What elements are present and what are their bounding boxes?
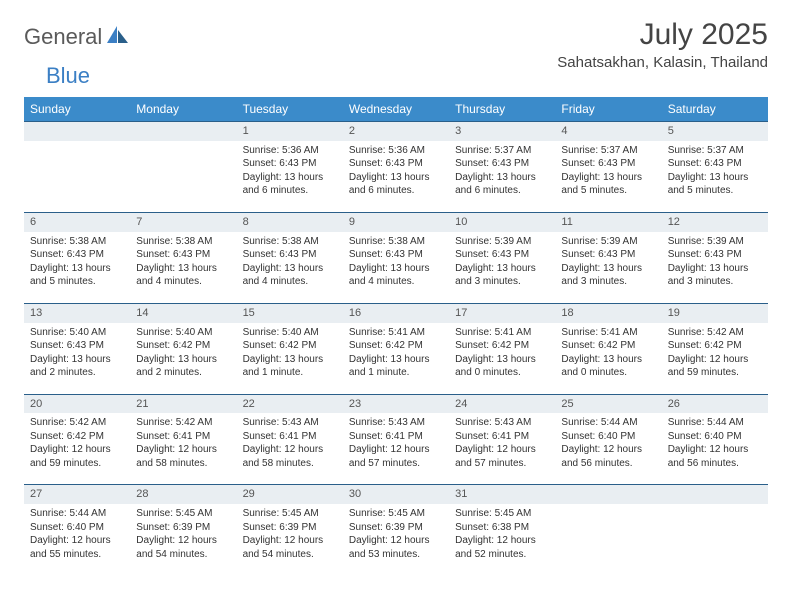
day-number-cell: 10 [449, 212, 555, 231]
weekday-header: Monday [130, 97, 236, 122]
title-block: July 2025 Sahatsakhan, Kalasin, Thailand [557, 18, 768, 71]
day-number-cell: 20 [24, 394, 130, 413]
day-number-cell: 4 [555, 122, 661, 141]
day-number-cell: 21 [130, 394, 236, 413]
day-content-cell: Sunrise: 5:44 AMSunset: 6:40 PMDaylight:… [555, 413, 661, 485]
day-number-cell: 9 [343, 212, 449, 231]
day-content-cell: Sunrise: 5:41 AMSunset: 6:42 PMDaylight:… [449, 323, 555, 395]
day-content-row: Sunrise: 5:38 AMSunset: 6:43 PMDaylight:… [24, 232, 768, 304]
day-content-cell: Sunrise: 5:38 AMSunset: 6:43 PMDaylight:… [130, 232, 236, 304]
day-content-cell: Sunrise: 5:45 AMSunset: 6:39 PMDaylight:… [130, 504, 236, 575]
day-number-cell: 24 [449, 394, 555, 413]
day-content-cell: Sunrise: 5:37 AMSunset: 6:43 PMDaylight:… [555, 141, 661, 213]
day-number-cell: 3 [449, 122, 555, 141]
day-number-cell: 23 [343, 394, 449, 413]
day-content-cell [24, 141, 130, 213]
day-number-row: 20212223242526 [24, 394, 768, 413]
day-content-cell: Sunrise: 5:42 AMSunset: 6:41 PMDaylight:… [130, 413, 236, 485]
day-content-cell: Sunrise: 5:44 AMSunset: 6:40 PMDaylight:… [24, 504, 130, 575]
day-number-cell: 11 [555, 212, 661, 231]
day-number-cell: 18 [555, 303, 661, 322]
day-number-row: 6789101112 [24, 212, 768, 231]
day-number-cell: 5 [662, 122, 768, 141]
day-content-cell: Sunrise: 5:38 AMSunset: 6:43 PMDaylight:… [237, 232, 343, 304]
page-root: General July 2025 Sahatsakhan, Kalasin, … [0, 0, 792, 593]
day-number-row: 2728293031 [24, 485, 768, 504]
day-number-cell: 8 [237, 212, 343, 231]
day-content-cell: Sunrise: 5:39 AMSunset: 6:43 PMDaylight:… [449, 232, 555, 304]
day-number-cell: 31 [449, 485, 555, 504]
logo-text-blue: Blue [46, 63, 90, 89]
day-number-cell: 1 [237, 122, 343, 141]
day-number-cell: 7 [130, 212, 236, 231]
day-number-cell: 25 [555, 394, 661, 413]
day-content-cell: Sunrise: 5:38 AMSunset: 6:43 PMDaylight:… [343, 232, 449, 304]
day-number-cell: 16 [343, 303, 449, 322]
day-content-cell: Sunrise: 5:45 AMSunset: 6:39 PMDaylight:… [343, 504, 449, 575]
day-number-cell: 6 [24, 212, 130, 231]
day-number-cell: 28 [130, 485, 236, 504]
location-text: Sahatsakhan, Kalasin, Thailand [557, 54, 768, 71]
day-content-cell: Sunrise: 5:42 AMSunset: 6:42 PMDaylight:… [662, 323, 768, 395]
day-content-cell: Sunrise: 5:45 AMSunset: 6:38 PMDaylight:… [449, 504, 555, 575]
logo-text-general: General [24, 24, 102, 50]
day-number-cell: 2 [343, 122, 449, 141]
day-content-cell: Sunrise: 5:45 AMSunset: 6:39 PMDaylight:… [237, 504, 343, 575]
day-content-cell: Sunrise: 5:39 AMSunset: 6:43 PMDaylight:… [555, 232, 661, 304]
weekday-header: Sunday [24, 97, 130, 122]
day-content-cell: Sunrise: 5:36 AMSunset: 6:43 PMDaylight:… [237, 141, 343, 213]
day-content-cell: Sunrise: 5:38 AMSunset: 6:43 PMDaylight:… [24, 232, 130, 304]
weekday-header: Saturday [662, 97, 768, 122]
logo: General [24, 18, 131, 50]
day-content-cell: Sunrise: 5:37 AMSunset: 6:43 PMDaylight:… [662, 141, 768, 213]
day-number-cell: 15 [237, 303, 343, 322]
logo-sail-icon [107, 26, 129, 49]
day-number-row: 12345 [24, 122, 768, 141]
day-content-row: Sunrise: 5:44 AMSunset: 6:40 PMDaylight:… [24, 504, 768, 575]
weekday-header: Tuesday [237, 97, 343, 122]
day-number-cell: 13 [24, 303, 130, 322]
day-number-cell: 14 [130, 303, 236, 322]
day-content-cell: Sunrise: 5:43 AMSunset: 6:41 PMDaylight:… [237, 413, 343, 485]
day-number-cell [24, 122, 130, 141]
day-content-cell: Sunrise: 5:37 AMSunset: 6:43 PMDaylight:… [449, 141, 555, 213]
day-number-cell: 30 [343, 485, 449, 504]
weekday-header: Thursday [449, 97, 555, 122]
day-number-cell: 19 [662, 303, 768, 322]
day-number-row: 13141516171819 [24, 303, 768, 322]
day-content-cell: Sunrise: 5:43 AMSunset: 6:41 PMDaylight:… [449, 413, 555, 485]
day-number-cell: 27 [24, 485, 130, 504]
weekday-header: Wednesday [343, 97, 449, 122]
calendar-header-row: SundayMondayTuesdayWednesdayThursdayFrid… [24, 97, 768, 122]
weekday-header: Friday [555, 97, 661, 122]
day-content-row: Sunrise: 5:40 AMSunset: 6:43 PMDaylight:… [24, 323, 768, 395]
day-content-cell: Sunrise: 5:40 AMSunset: 6:42 PMDaylight:… [130, 323, 236, 395]
day-content-cell: Sunrise: 5:40 AMSunset: 6:43 PMDaylight:… [24, 323, 130, 395]
day-number-cell: 17 [449, 303, 555, 322]
calendar-body: 12345 Sunrise: 5:36 AMSunset: 6:43 PMDay… [24, 122, 768, 576]
day-content-cell: Sunrise: 5:36 AMSunset: 6:43 PMDaylight:… [343, 141, 449, 213]
calendar-table: SundayMondayTuesdayWednesdayThursdayFrid… [24, 97, 768, 575]
day-content-cell [555, 504, 661, 575]
day-number-cell [555, 485, 661, 504]
day-number-cell [662, 485, 768, 504]
day-content-cell: Sunrise: 5:41 AMSunset: 6:42 PMDaylight:… [555, 323, 661, 395]
day-content-cell: Sunrise: 5:42 AMSunset: 6:42 PMDaylight:… [24, 413, 130, 485]
day-content-cell [662, 504, 768, 575]
day-content-row: Sunrise: 5:42 AMSunset: 6:42 PMDaylight:… [24, 413, 768, 485]
day-content-cell: Sunrise: 5:40 AMSunset: 6:42 PMDaylight:… [237, 323, 343, 395]
day-number-cell: 26 [662, 394, 768, 413]
day-content-cell: Sunrise: 5:44 AMSunset: 6:40 PMDaylight:… [662, 413, 768, 485]
day-content-cell: Sunrise: 5:43 AMSunset: 6:41 PMDaylight:… [343, 413, 449, 485]
month-title: July 2025 [557, 18, 768, 52]
day-number-cell [130, 122, 236, 141]
day-number-cell: 22 [237, 394, 343, 413]
day-content-cell [130, 141, 236, 213]
day-content-row: Sunrise: 5:36 AMSunset: 6:43 PMDaylight:… [24, 141, 768, 213]
day-number-cell: 29 [237, 485, 343, 504]
day-number-cell: 12 [662, 212, 768, 231]
day-content-cell: Sunrise: 5:41 AMSunset: 6:42 PMDaylight:… [343, 323, 449, 395]
day-content-cell: Sunrise: 5:39 AMSunset: 6:43 PMDaylight:… [662, 232, 768, 304]
